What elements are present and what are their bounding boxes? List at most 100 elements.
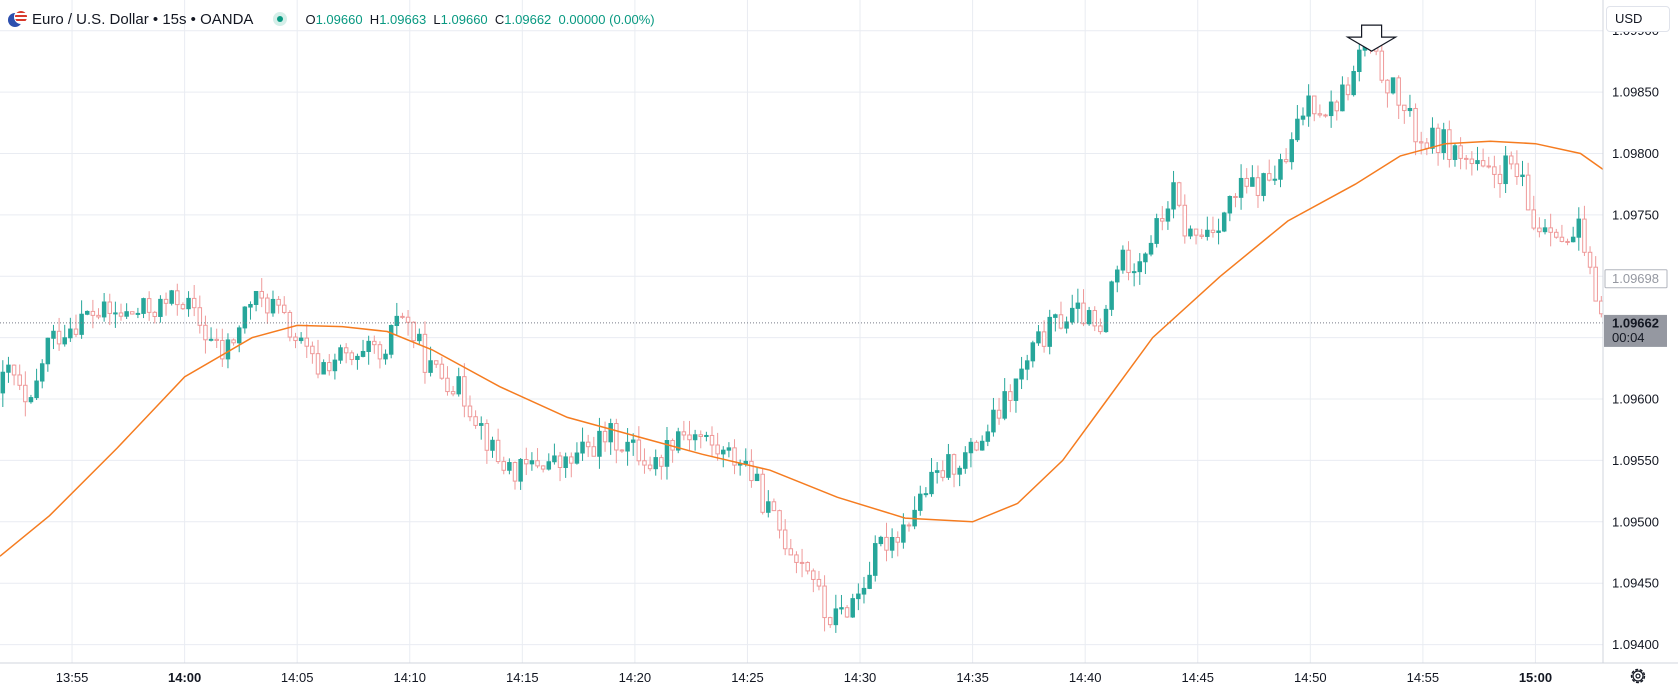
- candle: [940, 460, 946, 482]
- candle: [293, 332, 298, 349]
- time-tick-label: 14:15: [506, 670, 539, 685]
- candle: [529, 452, 535, 471]
- candle: [208, 327, 214, 342]
- candle: [259, 278, 264, 308]
- time-tick-label: 14:30: [844, 670, 877, 685]
- currency-button[interactable]: USD: [1606, 6, 1670, 32]
- candle: [1537, 217, 1542, 238]
- candle: [11, 364, 17, 386]
- candle: [1058, 301, 1064, 330]
- eur-usd-flag-icon: [8, 10, 28, 28]
- candle: [839, 594, 844, 615]
- price-tick-label: 1.09550: [1612, 453, 1659, 468]
- candle: [1289, 132, 1294, 170]
- chart-grid: [0, 0, 1603, 663]
- candle: [1098, 318, 1103, 335]
- time-axis[interactable]: [0, 663, 1678, 694]
- candle: [225, 333, 231, 369]
- candle: [602, 421, 608, 452]
- candle: [1199, 228, 1204, 240]
- candle: [754, 466, 760, 482]
- candle: [518, 457, 523, 490]
- price-axis[interactable]: [1603, 0, 1678, 694]
- candle: [687, 420, 692, 451]
- candle: [338, 344, 343, 364]
- candle: [1103, 304, 1109, 333]
- candle: [726, 442, 732, 458]
- arrow-down-shape[interactable]: [1345, 24, 1398, 52]
- candle: [315, 339, 321, 379]
- price-tick-label: 1.09600: [1612, 392, 1659, 407]
- time-tick-label: 14:20: [619, 670, 652, 685]
- candle: [1041, 320, 1047, 353]
- candle: [1115, 265, 1120, 293]
- candle: [163, 292, 169, 316]
- candle: [1053, 313, 1058, 332]
- candle: [782, 519, 788, 556]
- candle: [1593, 256, 1598, 302]
- time-tick-label: 14:40: [1069, 670, 1102, 685]
- candle: [118, 303, 124, 321]
- candle: [923, 487, 929, 498]
- candle: [979, 435, 985, 451]
- price-tick-label: 1.09850: [1612, 85, 1659, 100]
- candle: [569, 452, 574, 478]
- candle: [715, 432, 720, 461]
- candle: [96, 308, 101, 320]
- candle: [1092, 306, 1097, 332]
- candle: [799, 548, 805, 578]
- arrow-down-annotation[interactable]: [1345, 24, 1398, 52]
- candle: [766, 490, 771, 518]
- market-open-dot-icon[interactable]: [273, 12, 288, 26]
- change-value: 0.00000 (0.00%): [558, 11, 655, 27]
- candle: [1503, 145, 1508, 194]
- candle: [428, 346, 433, 377]
- candle: [1081, 289, 1086, 327]
- candle: [236, 325, 242, 353]
- last-price-label: 1.09662 00:04: [1604, 314, 1667, 347]
- candle: [1486, 156, 1491, 169]
- candle: [540, 465, 546, 473]
- candle: [197, 295, 203, 334]
- candle: [1497, 165, 1503, 198]
- high-label: H: [369, 11, 380, 27]
- candle: [158, 295, 163, 323]
- candle: [1587, 246, 1593, 275]
- time-tick-label: 14:55: [1407, 670, 1440, 685]
- candle: [1064, 316, 1069, 334]
- close-value: 1.09662: [504, 11, 552, 27]
- candle: [203, 315, 208, 354]
- candle: [1283, 148, 1289, 164]
- candle: [68, 317, 73, 342]
- candle: [462, 363, 467, 418]
- candle: [1565, 238, 1570, 246]
- candle: [968, 437, 974, 468]
- candle: [906, 522, 912, 532]
- candle: [912, 496, 917, 530]
- candle: [439, 356, 445, 380]
- candle: [580, 427, 585, 461]
- candle: [1300, 107, 1306, 126]
- candle: [495, 428, 501, 464]
- candle: [107, 293, 113, 326]
- candle: [788, 538, 794, 556]
- candle: [1559, 224, 1565, 243]
- candle: [1509, 151, 1514, 170]
- candle: [670, 438, 675, 463]
- candle: [524, 447, 529, 476]
- symbol-exchange[interactable]: OANDA: [200, 10, 254, 28]
- candle: [856, 583, 861, 611]
- candle: [1036, 325, 1041, 346]
- candle: [951, 453, 957, 488]
- candle: [1413, 103, 1418, 156]
- candle: [675, 427, 681, 454]
- candle: [343, 343, 349, 364]
- candle: [45, 337, 51, 372]
- gear-icon[interactable]: [1628, 666, 1648, 686]
- candle: [749, 449, 754, 488]
- candle: [659, 454, 664, 480]
- symbol-name[interactable]: Euro / U.S. Dollar: [32, 10, 149, 28]
- candle: [901, 513, 906, 549]
- symbol-interval[interactable]: 15s: [162, 10, 187, 28]
